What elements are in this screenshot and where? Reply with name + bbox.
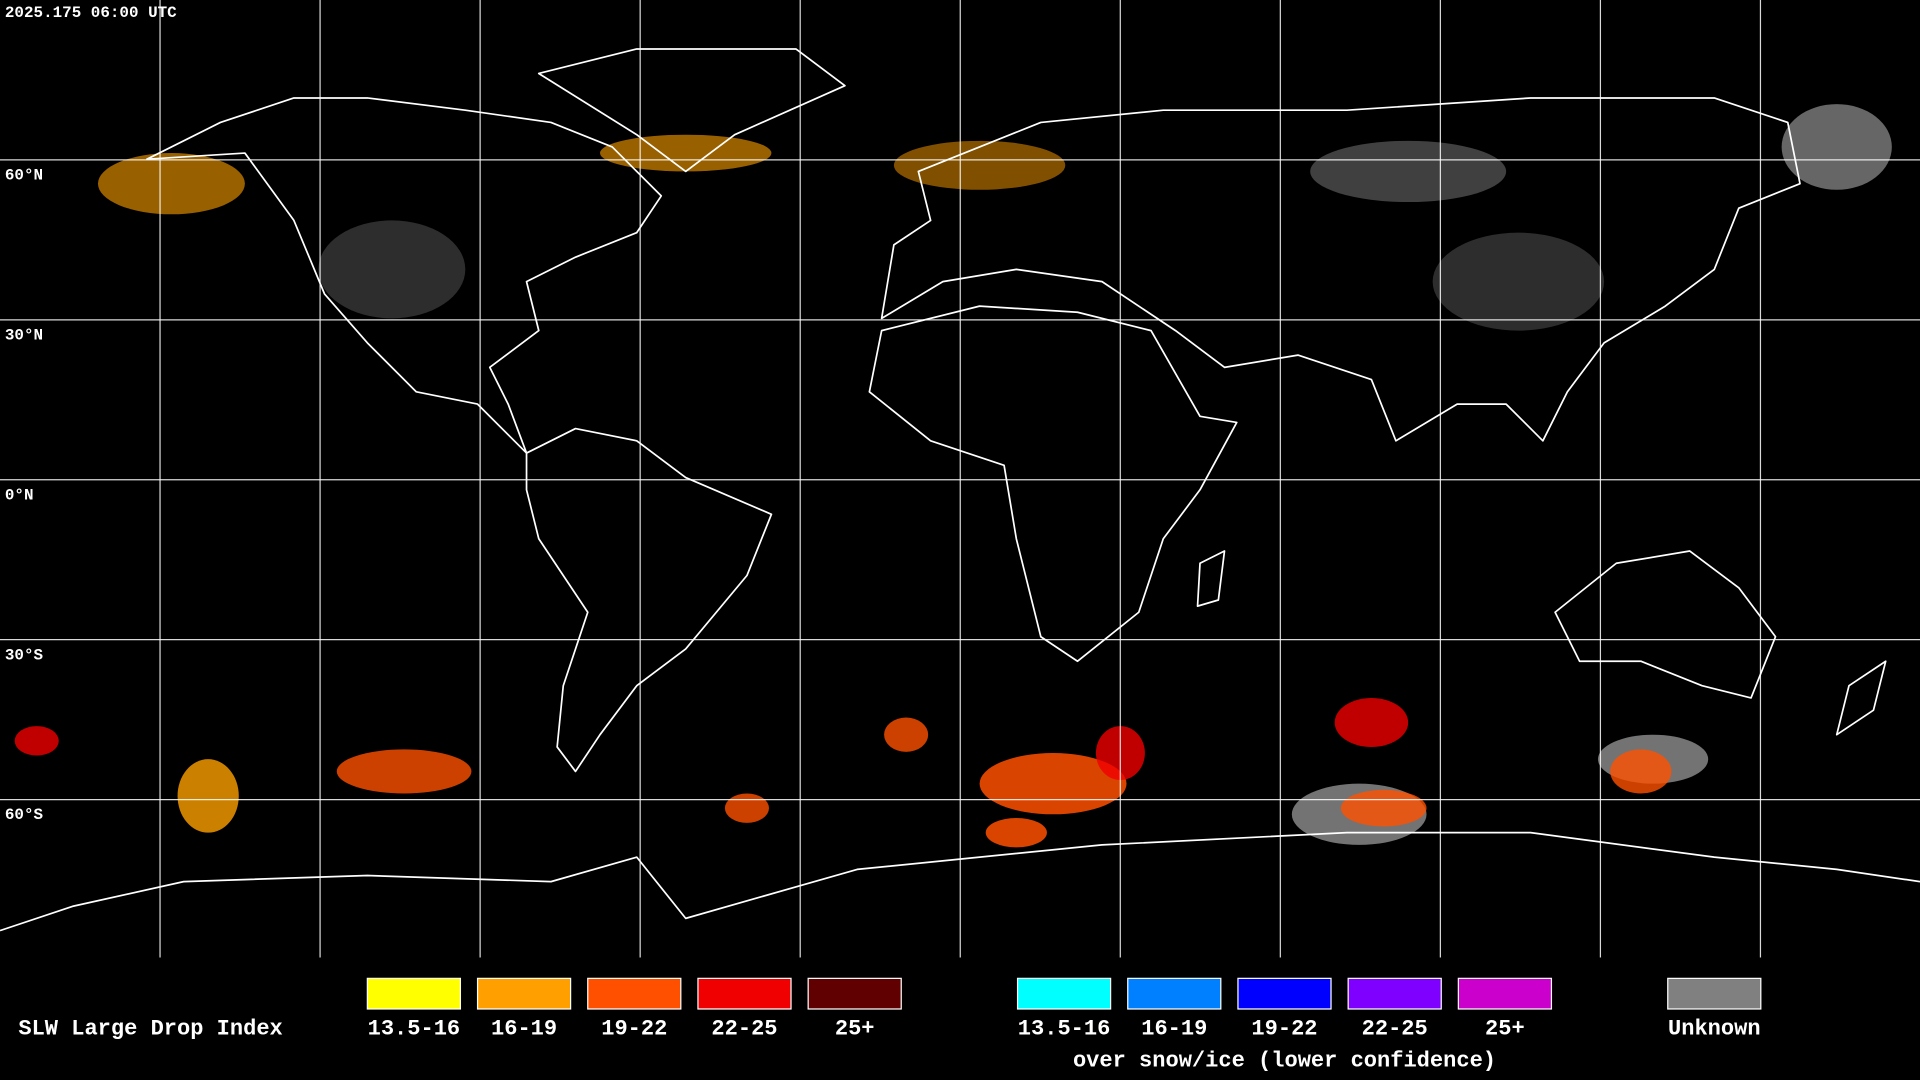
legend-swatch	[1127, 977, 1222, 1010]
legend-panel	[0, 957, 1920, 1080]
latitude-label: 60°S	[5, 806, 44, 824]
legend-swatch	[1667, 977, 1762, 1010]
legend-label: 25+	[1485, 1017, 1525, 1042]
legend-label: 22-25	[711, 1017, 777, 1042]
legend-label: 13.5-16	[1018, 1017, 1111, 1042]
legend-swatch	[587, 977, 682, 1010]
legend-label: 16-19	[1141, 1017, 1207, 1042]
timestamp: 2025.175 06:00 UTC	[5, 4, 177, 22]
legend-label: 25+	[835, 1017, 875, 1042]
latitude-label: 30°N	[5, 326, 43, 344]
legend-label: 19-22	[601, 1017, 667, 1042]
legend-label: 19-22	[1251, 1017, 1317, 1042]
graticule: 60°N 30°N 0°N 30°S 60°S	[0, 0, 1920, 958]
latitude-label: 0°N	[5, 486, 34, 504]
legend-label: 22-25	[1362, 1017, 1428, 1042]
legend-swatch	[1016, 977, 1112, 1010]
legend-swatch	[476, 977, 572, 1010]
legend-title: SLW Large Drop Index	[18, 1017, 282, 1042]
legend: 13.5-16 16-19 19-22 22-25 25+ 13.5-16 16-19 19-…	[366, 977, 1762, 1074]
legend-label: Unknown	[1668, 1017, 1761, 1042]
legend-swatch	[807, 977, 902, 1010]
legend-swatch	[1347, 977, 1442, 1010]
legend-label: 13.5-16	[368, 1017, 461, 1042]
legend-swatch	[1457, 977, 1553, 1010]
legend-swatch	[1237, 977, 1332, 1010]
latitude-label: 60°N	[5, 167, 43, 185]
latitude-label: 30°S	[5, 646, 44, 664]
coastlines	[0, 48, 1920, 932]
legend-swatch	[697, 977, 792, 1010]
legend-label: 16-19	[491, 1017, 557, 1042]
legend-swatch	[366, 977, 462, 1010]
legend-caption: over snow/ice (lower confidence)	[1073, 1049, 1496, 1074]
